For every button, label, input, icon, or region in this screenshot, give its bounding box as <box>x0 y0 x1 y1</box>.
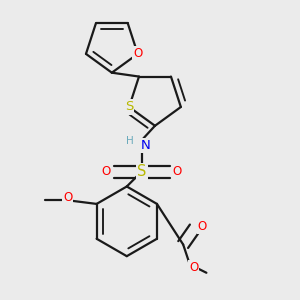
Text: N: N <box>141 139 151 152</box>
Text: O: O <box>197 220 207 233</box>
Text: S: S <box>125 100 133 113</box>
Text: H: H <box>126 136 134 146</box>
Text: O: O <box>102 165 111 178</box>
Text: O: O <box>63 190 72 204</box>
Text: O: O <box>189 261 198 274</box>
Text: O: O <box>172 165 182 178</box>
Text: O: O <box>133 47 142 60</box>
Text: S: S <box>137 164 146 179</box>
